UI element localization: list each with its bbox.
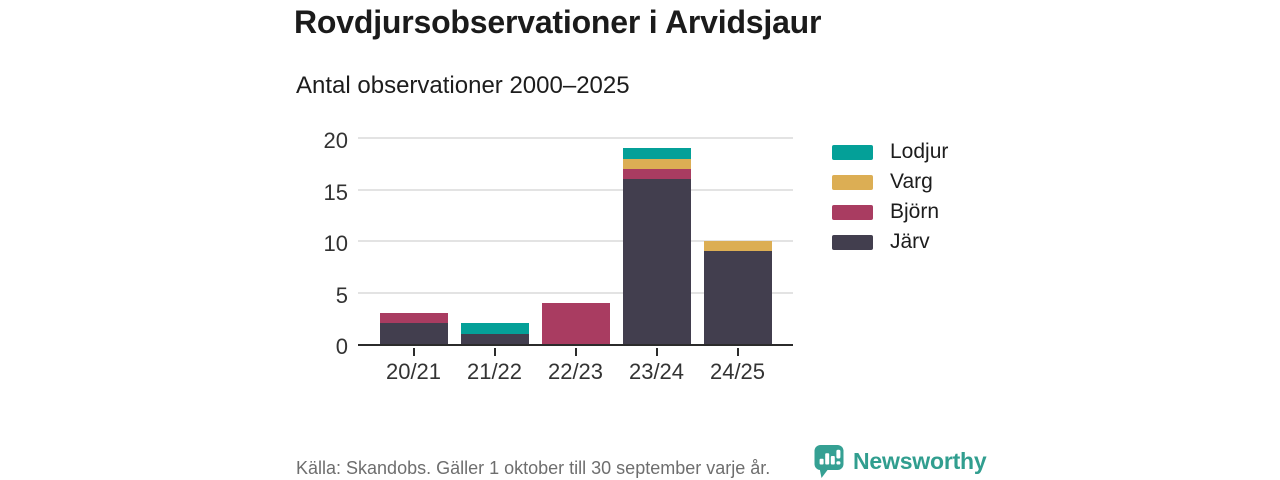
bar-21/22: [460, 140, 529, 344]
bar-segment-järv: [460, 333, 529, 344]
legend-swatch: [832, 174, 873, 190]
x-tick-mark: [493, 348, 496, 356]
gridline: [358, 137, 793, 139]
x-tick-label: 21/22: [466, 359, 523, 384]
legend-item-varg: Varg: [832, 170, 948, 193]
x-tick-label: 24/25: [709, 359, 766, 384]
x-tick-mark: [574, 348, 577, 356]
bar-20/21: [379, 140, 448, 344]
bar-segment-varg: [622, 158, 691, 169]
x-tick: [704, 348, 772, 356]
bar-23/24: [622, 140, 691, 344]
bar-segment-järv: [622, 179, 691, 344]
x-tick: [461, 348, 529, 356]
y-tick-label: 10: [323, 231, 348, 256]
legend-label: Lodjur: [890, 140, 949, 163]
x-tick: [542, 348, 610, 356]
bar-segment-järv: [703, 251, 772, 344]
y-tick-label: 5: [335, 282, 348, 308]
source-note: Källa: Skandobs. Gäller 1 oktober till 3…: [296, 458, 771, 478]
brand-logo: Newsworthy: [814, 444, 987, 480]
x-tick: [623, 348, 691, 356]
x-tick-mark: [412, 348, 415, 356]
bars: [358, 140, 793, 344]
legend-label: Järv: [890, 230, 930, 253]
plot-area: [358, 137, 793, 346]
x-tick: [380, 348, 448, 356]
y-tick-label: 0: [335, 334, 348, 359]
legend-swatch: [832, 144, 873, 160]
bar-segment-lodjur: [622, 148, 691, 159]
bar-segment-varg: [703, 241, 772, 252]
x-axis-ticks: [358, 348, 793, 356]
legend-item-björn: Björn: [832, 200, 948, 223]
x-tick-label: 22/23: [547, 359, 604, 384]
gridline: [358, 240, 793, 242]
legend-swatch: [832, 234, 873, 250]
legend-swatch: [832, 204, 873, 220]
legend-item-järv: Järv: [832, 230, 948, 253]
gridline: [358, 188, 793, 191]
y-tick-label: 15: [323, 179, 348, 205]
y-tick-label: 20: [323, 128, 348, 153]
bar-segment-järv: [379, 323, 448, 344]
x-tick-label: 23/24: [628, 359, 685, 384]
bar-24/25: [703, 140, 772, 344]
legend: Lodjur Varg Björn Järv: [832, 140, 949, 262]
legend-item-lodjur: Lodjur: [832, 140, 949, 163]
chart-title: Rovdjursobservationer i Arvidsjaur: [294, 4, 822, 40]
x-tick-mark: [655, 348, 658, 356]
y-axis-labels: 0 5 10 15 20: [292, 128, 348, 359]
legend-label: Björn: [890, 200, 940, 223]
bar-segment-björn: [541, 302, 610, 344]
bar-segment-björn: [379, 313, 448, 324]
x-axis-labels: 20/21 21/22 22/23 23/24 24/25: [358, 358, 793, 386]
legend-label: Varg: [890, 170, 933, 193]
x-tick-label: 20/21: [385, 359, 442, 384]
bar-22/23: [541, 140, 610, 344]
chart-subtitle: Antal observationer 2000–2025: [296, 72, 630, 99]
bar-segment-lodjur: [460, 323, 529, 334]
bar-segment-björn: [622, 168, 691, 180]
x-tick-mark: [736, 348, 739, 356]
gridline: [358, 291, 793, 294]
newsworthy-logo-icon: [814, 444, 844, 480]
brand-name: Newsworthy: [853, 448, 987, 474]
